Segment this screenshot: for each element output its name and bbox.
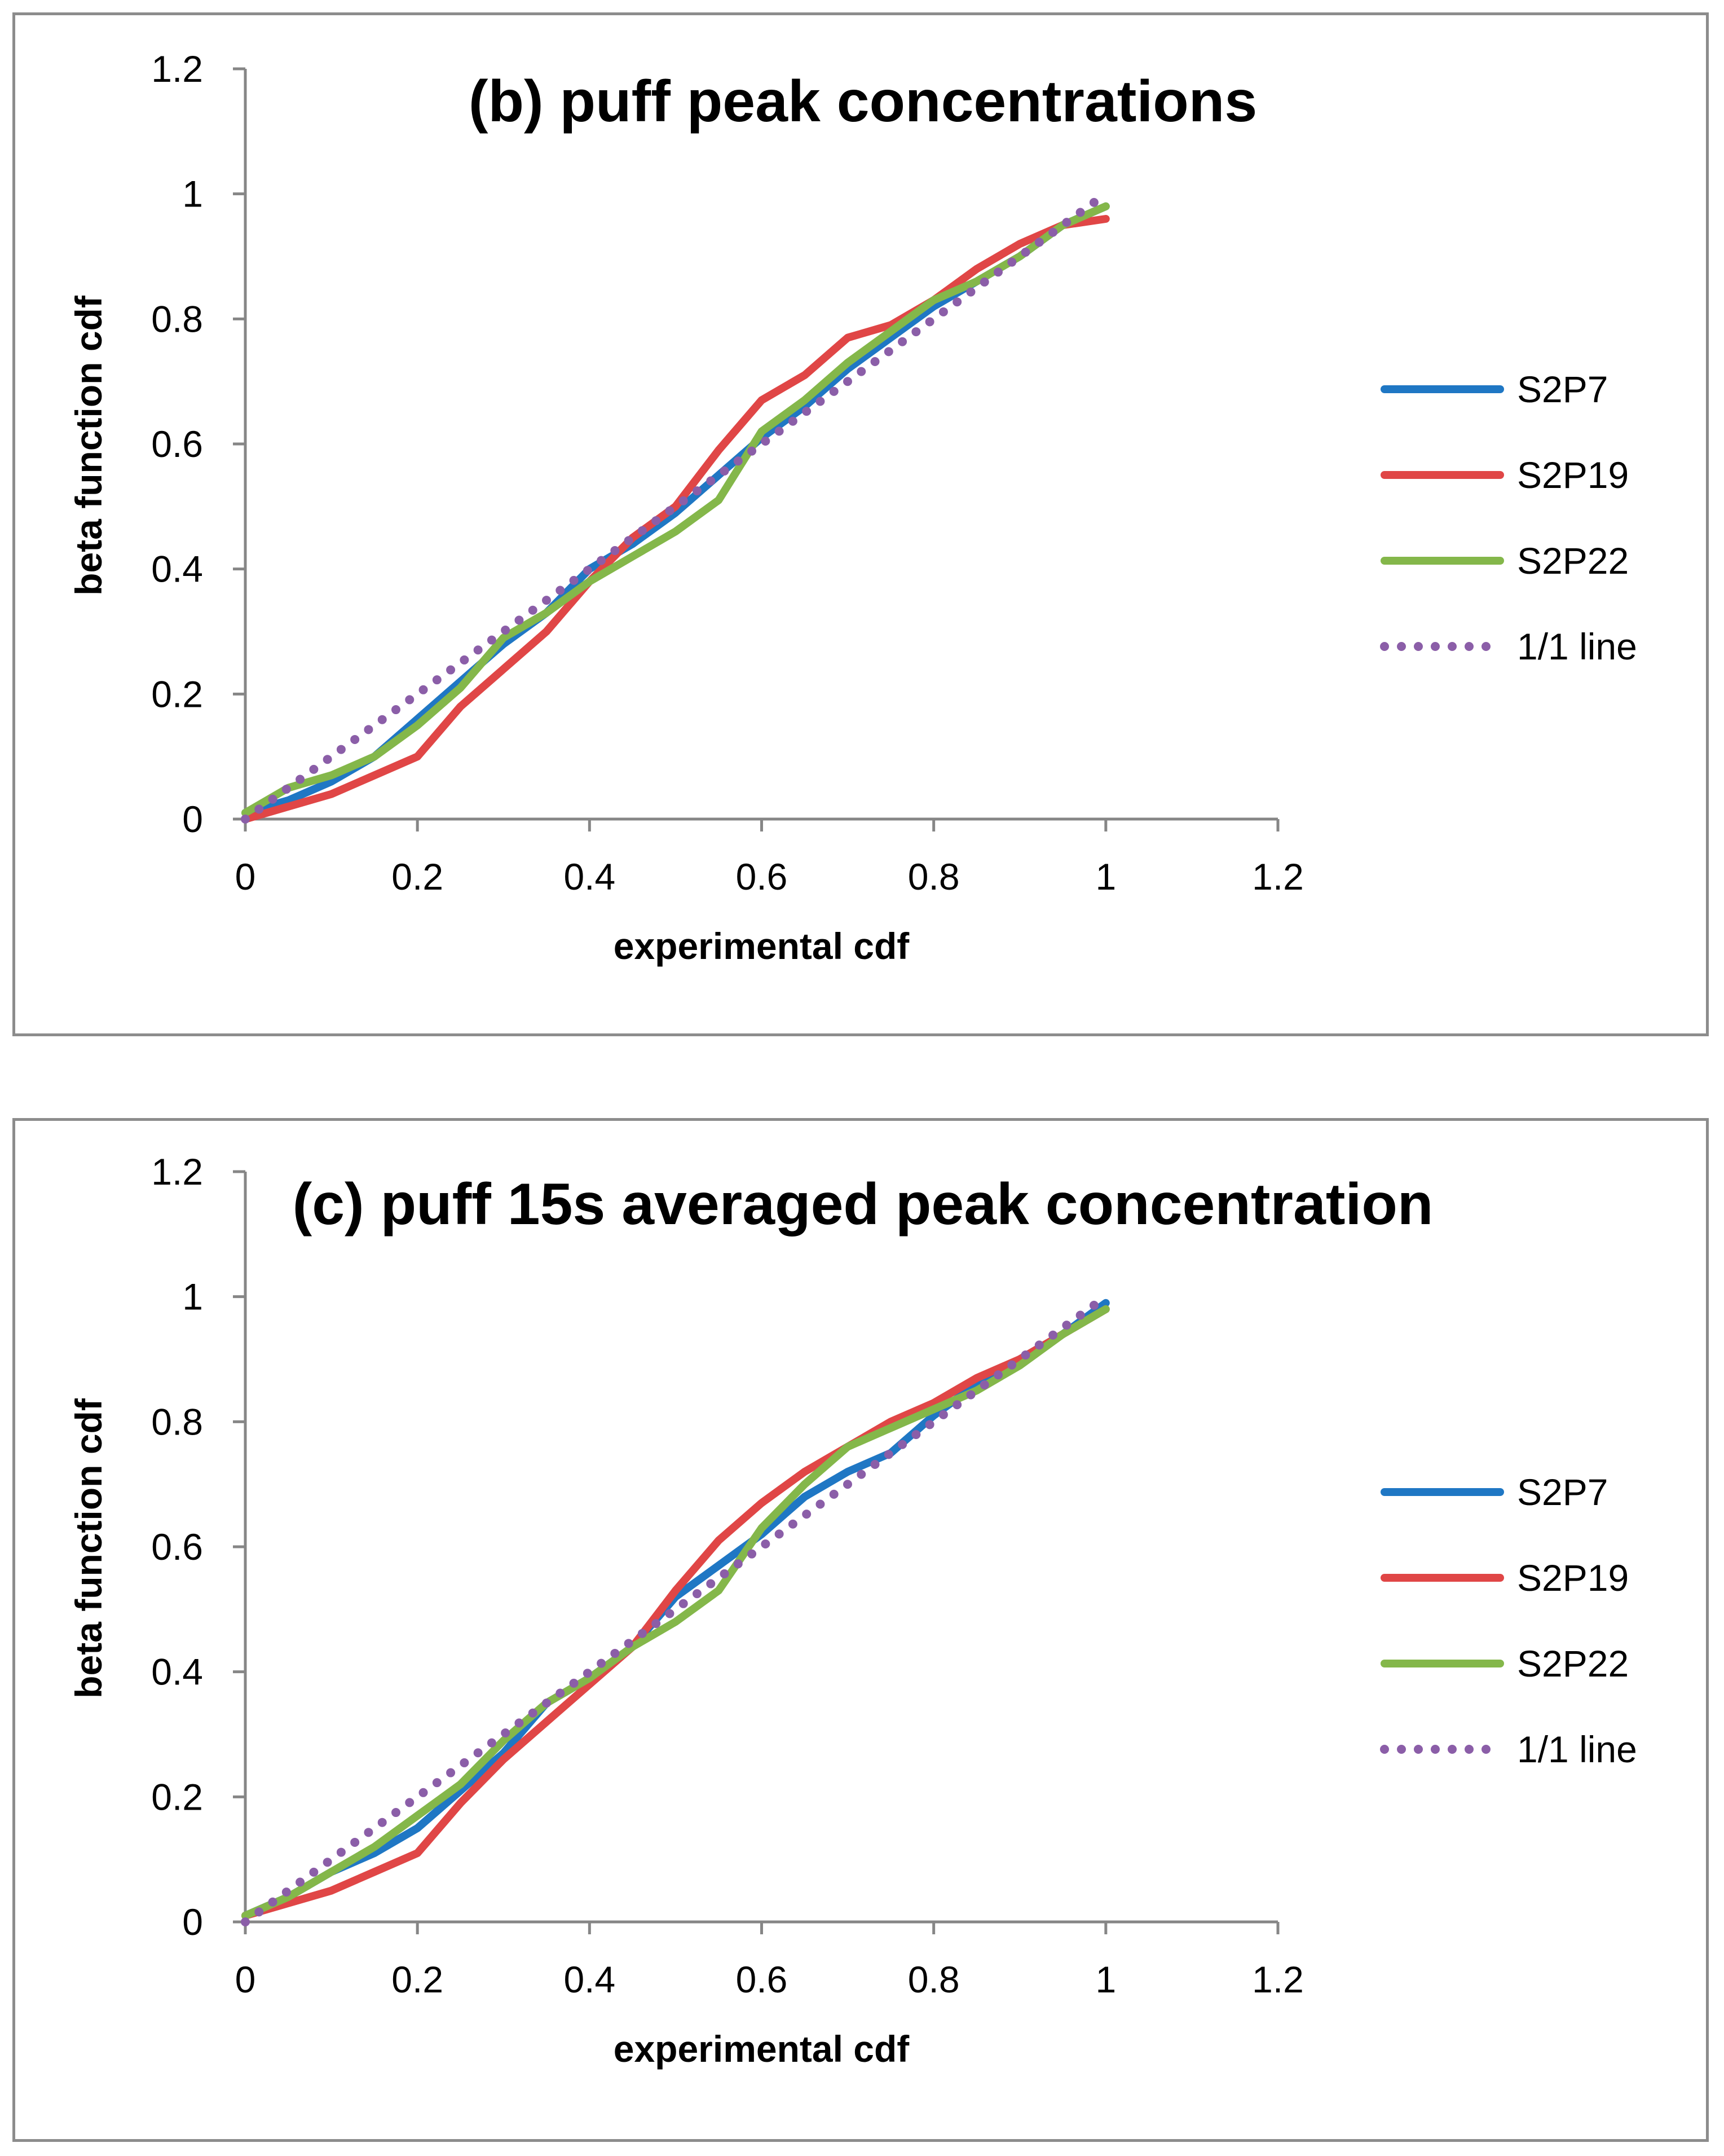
y-tick-label: 0.4	[151, 1651, 203, 1693]
x-tick-label: 0.6	[736, 1959, 788, 2000]
legend-label-s2p7: S2P7	[1517, 1471, 1608, 1513]
y-tick-label: 1	[182, 173, 203, 215]
legend-label-s2p22: S2P22	[1517, 1643, 1629, 1684]
y-tick-label: 0.6	[151, 1526, 203, 1568]
series-line-s2p7	[241, 1299, 1110, 1920]
chart-title: (b) puff peak concentrations	[469, 69, 1257, 134]
series-line-s2p19	[241, 215, 1110, 823]
y-tick-label: 0.2	[151, 1776, 203, 1818]
y-axis-title: beta function cdf	[68, 295, 109, 596]
y-tick-label: 0.8	[151, 298, 203, 340]
x-tick-label: 1	[1095, 856, 1116, 897]
y-axis-title: beta function cdf	[68, 1398, 109, 1699]
chart-panel-c	[12, 1118, 1709, 2142]
chart-title: (c) puff 15s averaged peak concentration	[293, 1172, 1434, 1237]
x-tick-label: 0.2	[391, 856, 443, 897]
y-tick-label: 0	[182, 798, 203, 840]
x-tick-label: 0.8	[908, 856, 960, 897]
x-tick-label: 1	[1095, 1959, 1116, 2000]
x-tick-label: 0	[235, 856, 256, 897]
y-tick-label: 1.2	[151, 48, 203, 90]
legend-label-1-1-line: 1/1 line	[1517, 1728, 1637, 1770]
x-tick-label: 0.6	[736, 856, 788, 897]
x-tick-label: 1.2	[1252, 856, 1304, 897]
x-axis-title: experimental cdf	[614, 925, 910, 967]
legend-label-s2p7: S2P7	[1517, 368, 1608, 410]
series-line-s2p19	[241, 1305, 1110, 1920]
legend-label-1-1-line: 1/1 line	[1517, 626, 1637, 667]
y-tick-label: 0.2	[151, 673, 203, 715]
chart-b: (b) puff peak concentrations 0 0.2 0.4 0.6 0.…	[68, 48, 1637, 967]
x-tick-label: 0.8	[908, 1959, 960, 2000]
x-tick-label: 0.4	[563, 856, 615, 897]
x-axis-title: experimental cdf	[614, 2028, 910, 2070]
legend-label-s2p22: S2P22	[1517, 540, 1629, 582]
y-tick-label: 0	[182, 1901, 203, 1943]
series-line-s2p22	[241, 1305, 1110, 1920]
y-tick-label: 1	[182, 1276, 203, 1318]
y-tick-label: 0.6	[151, 423, 203, 465]
y-tick-label: 0.4	[151, 548, 203, 590]
chart-panel-b	[12, 12, 1709, 1036]
x-tick-label: 1.2	[1252, 1959, 1304, 2000]
x-tick-label: 0.2	[391, 1959, 443, 2000]
x-tick-label: 0.4	[563, 1959, 615, 2000]
y-tick-label: 1.2	[151, 1151, 203, 1193]
y-tick-label: 0.8	[151, 1401, 203, 1442]
x-tick-label: 0	[235, 1959, 256, 2000]
legend-label-s2p19: S2P19	[1517, 454, 1629, 496]
legend-label-s2p19: S2P19	[1517, 1557, 1629, 1599]
series-line-s2p22	[241, 202, 1110, 817]
